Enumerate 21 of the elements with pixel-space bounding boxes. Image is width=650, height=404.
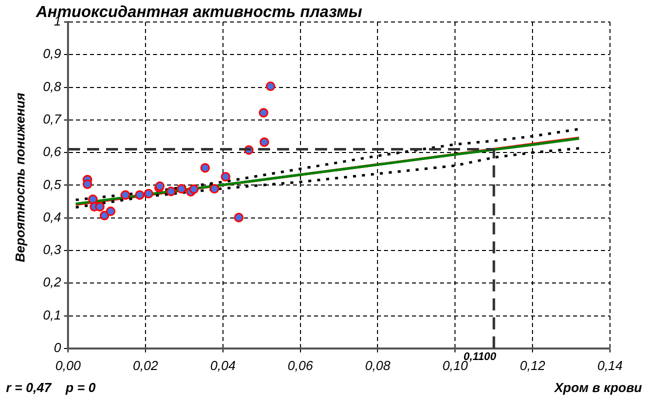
x-axis-title: Хром в крови — [554, 380, 642, 395]
y-tick-label: 0,9 — [42, 46, 62, 62]
x-tick-label: 0,06 — [288, 358, 314, 373]
y-tick-label: 0,8 — [42, 78, 62, 94]
x-tick-label: 0,00 — [55, 358, 82, 373]
y-tick-label: 0,1 — [42, 307, 62, 322]
x-tick-label: 0,08 — [365, 358, 392, 373]
y-tick-label: 0,4 — [42, 209, 62, 224]
y-axis-title: Вероятность понижения — [12, 92, 28, 264]
x-tick-label: 0,04 — [210, 358, 236, 373]
y-tick-label: 0,3 — [42, 242, 62, 258]
y-tick-label: 0,5 — [42, 176, 62, 192]
x-tick-label: 0,02 — [132, 358, 159, 373]
y-tick-label: 0 — [54, 340, 62, 356]
text: r = 0,47 p = 0 — [6, 380, 96, 395]
ref-line-label: 0,1100 — [463, 350, 498, 363]
x-tick-label: 0,12 — [520, 358, 546, 373]
y-tick-label: 0,7 — [42, 112, 62, 127]
y-tick-label: 0,2 — [42, 274, 62, 290]
y-tick-label: 0,6 — [42, 144, 62, 160]
x-tick-label: 0,14 — [597, 358, 623, 373]
